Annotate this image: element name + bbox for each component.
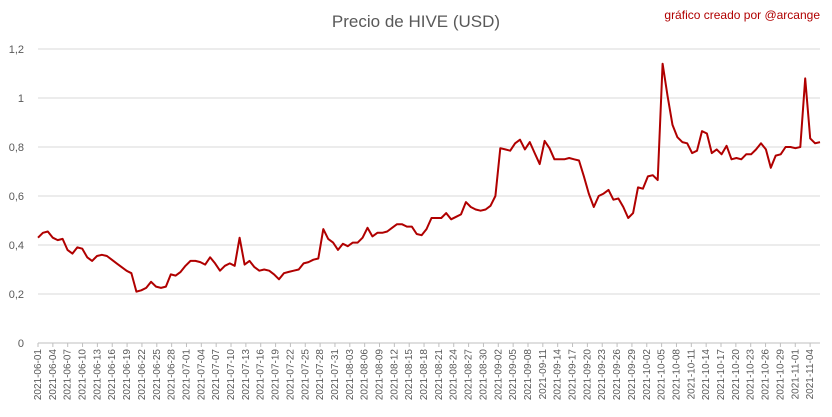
x-tick-label: 2021-08-03 (345, 349, 356, 401)
x-tick-label: 2021-06-10 (78, 349, 89, 401)
x-tick-label: 2021-10-26 (761, 349, 772, 401)
x-tick-label: 2021-11-01 (790, 349, 801, 400)
y-tick-label: 0,6 (9, 191, 24, 203)
x-tick-label: 2021-08-12 (389, 349, 400, 401)
y-tick-label: 0,8 (9, 142, 24, 154)
x-tick-label: 2021-08-18 (419, 349, 430, 401)
x-tick-label: 2021-10-17 (716, 349, 727, 401)
x-tick-label: 2021-07-16 (256, 349, 267, 401)
x-tick-label: 2021-09-02 (493, 349, 504, 401)
x-tick-label: 2021-08-24 (449, 349, 460, 401)
x-tick-label: 2021-06-04 (48, 349, 59, 401)
x-tick-label: 2021-09-29 (627, 349, 638, 401)
x-tick-label: 2021-09-08 (523, 349, 534, 401)
x-tick-label: 2021-09-26 (612, 349, 623, 401)
x-tick-label: 2021-07-07 (211, 349, 222, 401)
chart-credit: gráfico creado por @arcange (664, 8, 820, 22)
x-tick-label: 2021-06-25 (152, 349, 163, 401)
x-tick-label: 2021-09-23 (597, 349, 608, 401)
x-tick-label: 2021-06-16 (107, 349, 118, 401)
x-tick-label: 2021-06-01 (33, 349, 44, 401)
y-tick-label: 1 (18, 93, 24, 105)
x-tick-label: 2021-08-15 (404, 349, 415, 401)
x-tick-label: 2021-06-07 (63, 349, 74, 401)
x-tick-label: 2021-08-30 (478, 349, 489, 401)
x-tick-label: 2021-07-31 (330, 349, 341, 401)
x-tick-label: 2021-10-08 (671, 349, 682, 401)
y-tick-label: 0,2 (9, 289, 24, 301)
x-tick-label: 2021-06-28 (167, 349, 178, 401)
y-tick-label: 0,4 (9, 240, 24, 252)
x-tick-label: 2021-08-06 (360, 349, 371, 401)
x-tick-label: 2021-07-13 (241, 349, 252, 401)
x-tick-label: 2021-07-25 (300, 349, 311, 401)
price-line (37, 62, 821, 293)
x-tick-label: 2021-09-11 (538, 349, 549, 400)
x-tick-label: 2021-09-20 (582, 349, 593, 401)
x-tick-label: 2021-07-10 (226, 349, 237, 401)
y-tick-label: 0 (18, 338, 24, 350)
x-tick-label: 2021-08-27 (464, 349, 475, 401)
x-tick-label: 2021-10-20 (731, 349, 742, 401)
x-tick-label: 2021-06-19 (122, 349, 133, 401)
x-tick-label: 2021-06-13 (92, 349, 103, 401)
x-tick-label: 2021-07-19 (271, 349, 282, 401)
x-tick-label: 2021-10-23 (746, 349, 757, 401)
x-tick-label: 2021-09-05 (508, 349, 519, 401)
x-tick-label: 2021-10-11 (686, 349, 697, 400)
x-tick-label: 2021-09-17 (568, 349, 579, 401)
x-tick-label: 2021-08-09 (375, 349, 386, 401)
x-tick-label: 2021-08-21 (434, 349, 445, 401)
x-tick-label: 2021-10-29 (775, 349, 786, 401)
x-tick-label: 2021-07-22 (285, 349, 296, 401)
chart-title: Precio de HIVE (USD) (331, 12, 501, 31)
x-tick-label: 2021-10-05 (657, 349, 668, 401)
y-tick-label: 1,2 (9, 44, 24, 56)
x-tick-label: 2021-07-04 (196, 349, 207, 401)
x-tick-label: 2021-07-28 (315, 349, 326, 401)
x-tick-label: 2021-07-01 (181, 349, 192, 401)
x-tick-label: 2021-10-14 (701, 349, 712, 401)
x-tick-label: 2021-10-02 (642, 349, 653, 401)
x-tick-label: 2021-06-22 (137, 349, 148, 401)
x-tick-label: 2021-11-04 (805, 349, 816, 400)
x-tick-label: 2021-09-14 (553, 349, 564, 401)
